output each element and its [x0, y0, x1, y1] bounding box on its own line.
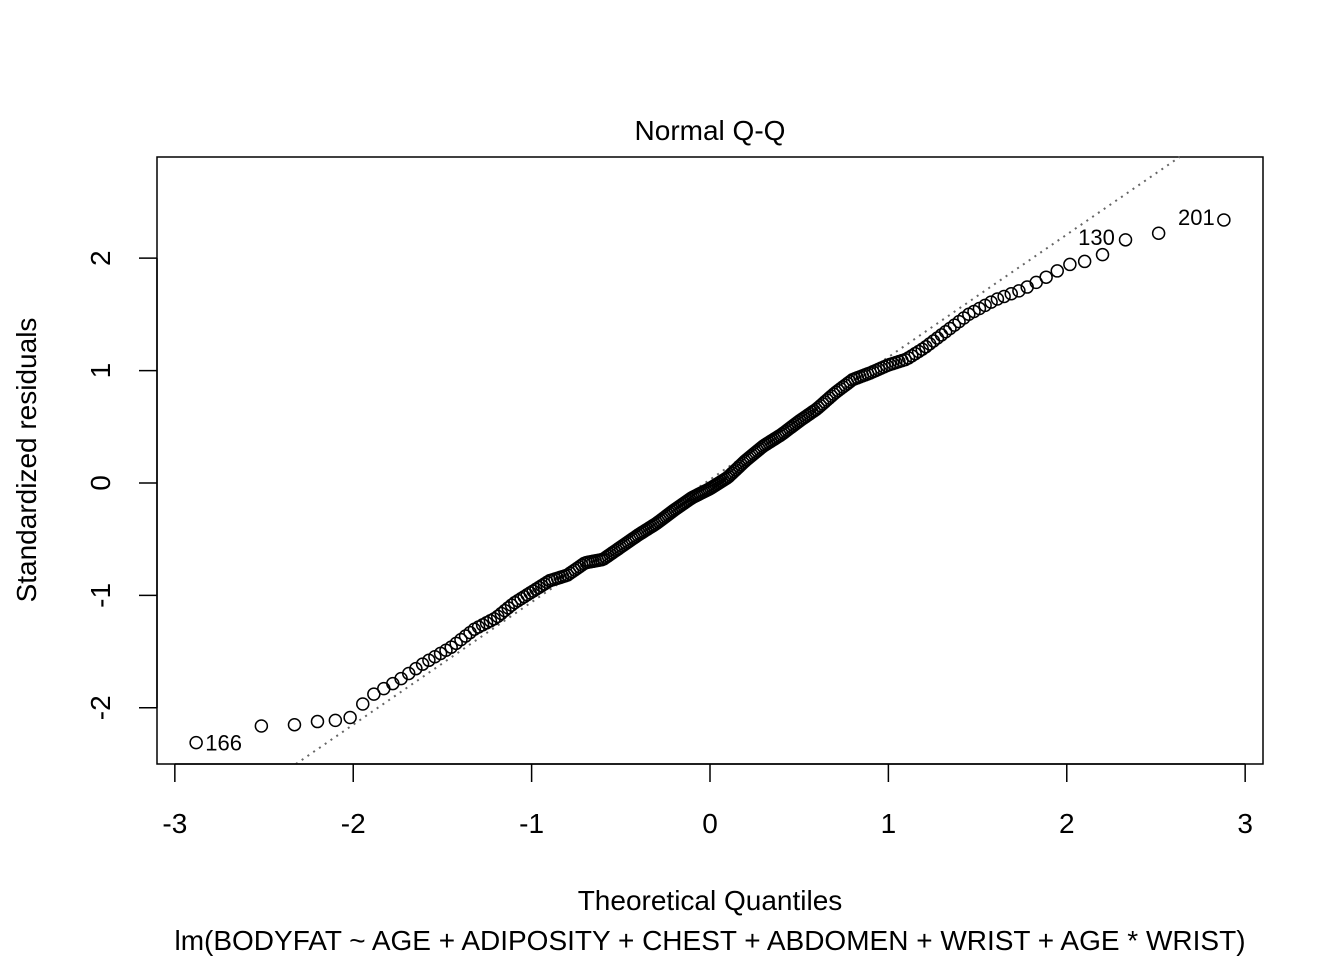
y-tick-label: -1 [85, 583, 116, 608]
qq-point [930, 331, 945, 345]
qq-point [934, 328, 949, 342]
qq-point [1095, 247, 1110, 262]
x-tick-label: 1 [881, 808, 897, 839]
qq-point [409, 661, 423, 676]
subtitle: lm(BODYFAT ~ AGE + ADIPOSITY + CHEST + A… [174, 925, 1245, 956]
qq-point [997, 289, 1011, 304]
point-label: 201 [1178, 205, 1215, 230]
point-labels-group: 166 130 201 [205, 205, 1215, 756]
y-tick-label: -2 [85, 695, 116, 720]
qq-point [990, 292, 1005, 306]
chart-title: Normal Q-Q [635, 115, 786, 146]
x-tick-label: 3 [1237, 808, 1253, 839]
qq-point [367, 687, 381, 701]
qq-point [943, 321, 957, 336]
qq-point [1118, 233, 1133, 247]
qq-point [1004, 287, 1018, 301]
qq-point [328, 713, 343, 728]
qq-point [254, 719, 269, 733]
qq-point [458, 629, 473, 643]
qq-point [911, 344, 926, 359]
qq-point [1012, 284, 1026, 298]
points-group [189, 213, 1231, 750]
qq-point [984, 295, 998, 309]
qq-point [947, 318, 962, 332]
point-label: 130 [1078, 225, 1115, 250]
qq-point [901, 351, 916, 365]
point-label: 166 [205, 731, 242, 756]
x-tick-label: 0 [702, 808, 718, 839]
qq-point [1151, 226, 1166, 241]
y-tick-label: 0 [85, 475, 116, 491]
qq-point [310, 714, 325, 729]
y-axis-label: Standardized residuals [11, 318, 42, 603]
y-tick-label: 1 [85, 363, 116, 379]
qq-point [905, 349, 919, 363]
qq-point [343, 710, 357, 725]
qq-point [1050, 264, 1064, 278]
qq-point [402, 666, 416, 681]
qq-point [356, 697, 370, 711]
qq-point [1039, 270, 1053, 284]
qq-point [189, 735, 203, 750]
qq-point [908, 346, 922, 361]
qq-point [1077, 254, 1092, 269]
y-tick-label: 2 [85, 250, 116, 266]
x-axis-label: Theoretical Quantiles [578, 885, 843, 916]
x-tick-label: 2 [1059, 808, 1075, 839]
qq-point [1063, 257, 1077, 272]
qq-point [377, 681, 391, 696]
x-tick-label: -3 [162, 808, 187, 839]
y-axis: -2 -1 0 1 2 [85, 250, 158, 720]
x-axis: -3 -2 -1 0 1 2 3 [162, 763, 1253, 839]
qq-point [938, 325, 953, 339]
qq-point [454, 632, 468, 647]
qq-point [1217, 213, 1231, 227]
x-tick-label: -2 [341, 808, 366, 839]
qq-point [287, 717, 302, 732]
x-tick-label: -1 [519, 808, 544, 839]
